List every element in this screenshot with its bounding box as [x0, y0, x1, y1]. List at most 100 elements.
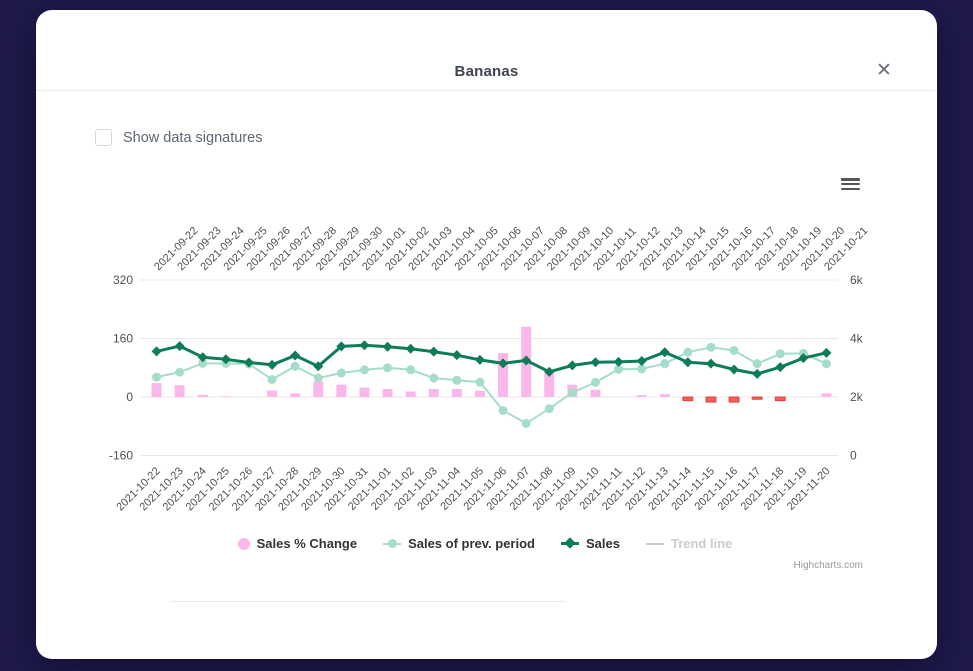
- point-marker-circle[interactable]: [752, 359, 762, 369]
- bar-sales-pct-change[interactable]: [728, 396, 740, 403]
- point-marker-circle[interactable]: [683, 347, 693, 357]
- point-marker-diamond[interactable]: [313, 361, 324, 372]
- point-marker-diamond[interactable]: [197, 352, 208, 363]
- point-marker-diamond[interactable]: [798, 353, 809, 364]
- bar-sales-pct-change[interactable]: [197, 394, 208, 397]
- bar-sales-pct-change[interactable]: [313, 381, 324, 397]
- chart-area: 320 6k 160 4k 0 2k -160 0 2021-09-22 2021-09-23 20…: [95, 160, 875, 600]
- series-line-circle: [156, 346, 827, 425]
- legend-item-sales-change[interactable]: Sales % Change: [237, 536, 357, 551]
- point-marker-circle[interactable]: [775, 349, 785, 359]
- bar-sales-pct-change[interactable]: [636, 395, 647, 397]
- point-marker-diamond[interactable]: [521, 355, 532, 366]
- bar-sales-pct-change[interactable]: [290, 393, 301, 397]
- point-marker-circle[interactable]: [383, 363, 393, 373]
- point-marker-circle[interactable]: [198, 358, 208, 368]
- bar-sales-pct-change[interactable]: [451, 388, 462, 397]
- point-marker-circle[interactable]: [614, 364, 624, 374]
- point-marker-diamond[interactable]: [498, 358, 509, 369]
- point-marker-diamond[interactable]: [705, 358, 716, 369]
- point-marker-circle[interactable]: [660, 359, 670, 369]
- point-marker-circle[interactable]: [521, 418, 531, 428]
- bar-sales-pct-change[interactable]: [751, 396, 763, 400]
- point-marker-diamond[interactable]: [567, 360, 578, 371]
- point-marker-diamond[interactable]: [659, 347, 670, 358]
- legend-item-trend-line[interactable]: Trend line: [645, 536, 733, 551]
- point-marker-diamond[interactable]: [359, 340, 370, 351]
- bar-sales-pct-change[interactable]: [174, 385, 185, 397]
- point-marker-circle[interactable]: [152, 372, 162, 382]
- point-marker-circle[interactable]: [544, 404, 554, 414]
- point-marker-circle[interactable]: [359, 365, 369, 375]
- point-marker-diamond[interactable]: [729, 364, 740, 375]
- bar-sales-pct-change[interactable]: [821, 393, 832, 397]
- bar-sales-pct-change[interactable]: [544, 369, 555, 397]
- highcharts-credit[interactable]: Highcharts.com: [793, 560, 863, 571]
- point-marker-diamond[interactable]: [220, 354, 231, 365]
- close-button[interactable]: ✕: [873, 60, 895, 82]
- point-marker-circle[interactable]: [452, 375, 462, 385]
- point-marker-diamond[interactable]: [613, 356, 624, 367]
- point-marker-circle[interactable]: [267, 374, 277, 384]
- y-axis-left-tick-label: 160: [113, 332, 133, 346]
- point-marker-diamond[interactable]: [151, 346, 162, 357]
- bar-sales-pct-change[interactable]: [682, 396, 694, 402]
- bar-sales-pct-change[interactable]: [705, 396, 717, 403]
- legend-item-sales[interactable]: Sales: [560, 536, 620, 551]
- legend-marker-line-diamond-icon: [560, 537, 579, 549]
- point-marker-diamond[interactable]: [382, 341, 393, 352]
- point-marker-diamond[interactable]: [821, 347, 832, 358]
- y-axis-right-tick-label: 2k: [850, 390, 864, 404]
- point-marker-circle[interactable]: [498, 405, 508, 415]
- point-marker-circle[interactable]: [637, 364, 647, 374]
- legend-marker-diamond: [564, 537, 576, 549]
- hamburger-icon: [841, 182, 860, 186]
- point-marker-diamond[interactable]: [428, 346, 439, 357]
- bar-sales-pct-change[interactable]: [474, 390, 485, 397]
- bar-sales-pct-change[interactable]: [151, 383, 162, 397]
- show-data-signatures-row[interactable]: Show data signatures: [95, 129, 262, 146]
- point-marker-circle[interactable]: [821, 359, 831, 369]
- point-marker-circle[interactable]: [175, 367, 185, 377]
- chart-menu-button[interactable]: [841, 176, 860, 192]
- bar-sales-pct-change[interactable]: [359, 387, 370, 397]
- legend-label: Trend line: [670, 536, 733, 551]
- legend-label: Sales of prev. period: [408, 536, 535, 551]
- legend-item-sales-of-prev-period[interactable]: Sales of prev. period: [383, 536, 535, 551]
- point-marker-diamond[interactable]: [451, 350, 462, 361]
- show-data-signatures-checkbox[interactable]: [95, 129, 112, 146]
- point-marker-diamond[interactable]: [775, 362, 786, 373]
- point-marker-diamond[interactable]: [474, 354, 485, 365]
- point-marker-circle[interactable]: [336, 368, 346, 378]
- point-marker-circle[interactable]: [290, 361, 300, 371]
- bar-sales-pct-change[interactable]: [382, 388, 393, 397]
- point-marker-diamond[interactable]: [405, 343, 416, 354]
- point-marker-diamond[interactable]: [267, 359, 278, 370]
- point-marker-circle[interactable]: [475, 377, 485, 387]
- point-marker-diamond[interactable]: [636, 356, 647, 367]
- point-marker-circle[interactable]: [313, 373, 323, 383]
- point-marker-diamond[interactable]: [752, 368, 763, 379]
- bar-sales-pct-change[interactable]: [405, 391, 416, 397]
- point-marker-diamond[interactable]: [243, 357, 254, 368]
- bar-sales-pct-change[interactable]: [336, 384, 347, 397]
- bar-sales-pct-change[interactable]: [590, 389, 601, 397]
- point-marker-circle[interactable]: [706, 342, 716, 352]
- point-marker-circle[interactable]: [429, 373, 439, 383]
- point-marker-circle[interactable]: [567, 388, 577, 398]
- bar-sales-pct-change[interactable]: [659, 394, 670, 397]
- point-marker-circle[interactable]: [729, 345, 739, 355]
- modal-title: Bananas: [454, 63, 519, 80]
- point-marker-diamond[interactable]: [682, 357, 693, 368]
- point-marker-circle[interactable]: [406, 365, 416, 375]
- point-marker-circle[interactable]: [590, 377, 600, 387]
- bar-sales-pct-change[interactable]: [428, 388, 439, 397]
- point-marker-diamond[interactable]: [590, 357, 601, 368]
- point-marker-diamond[interactable]: [290, 350, 301, 361]
- bar-sales-pct-change[interactable]: [267, 390, 278, 397]
- bar-sales-pct-change[interactable]: [220, 396, 231, 397]
- point-marker-diamond[interactable]: [544, 366, 555, 377]
- bar-sales-pct-change[interactable]: [774, 396, 786, 402]
- point-marker-diamond[interactable]: [174, 341, 185, 352]
- point-marker-diamond[interactable]: [336, 341, 347, 352]
